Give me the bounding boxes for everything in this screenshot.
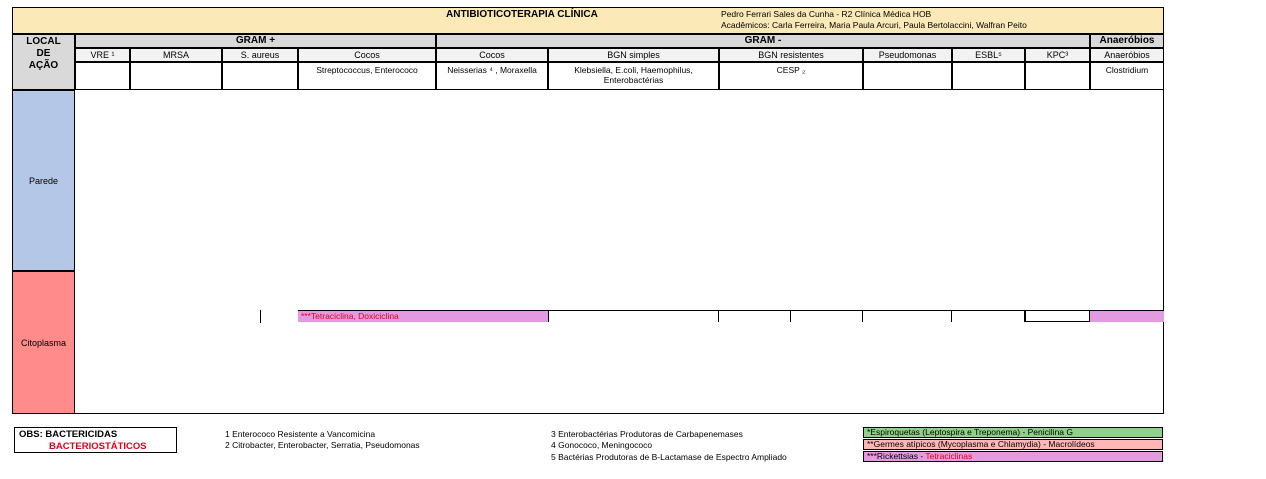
local-line2: DE (36, 48, 51, 59)
col-example-anaerobios[interactable]: Clostridium (1090, 62, 1164, 90)
col-header-cocos-neg[interactable]: Cocos (436, 48, 548, 62)
col-header-bgn-simples[interactable]: BGN simples (548, 48, 719, 62)
legend-rickettsias-prefix: ***Rickettsias - (867, 451, 926, 461)
col-example-bgn-simples[interactable]: Klebsiella, E.coli, Haemophilus, Enterob… (548, 62, 719, 90)
citoplasma-cell-kpc[interactable] (1025, 310, 1090, 322)
academics-line: Acadêmicos: Carla Ferreira, Maria Paula … (721, 20, 1027, 30)
col-example-esbl[interactable] (952, 62, 1025, 90)
citoplasma-cell-anaerobios[interactable] (1090, 310, 1164, 322)
title-band (12, 7, 1164, 34)
col-example-cocos-neg[interactable]: Neisserias ⁴ , Moraxella (436, 62, 548, 90)
local-de-acao-header[interactable]: LOCAL DE AÇÃO (12, 34, 75, 90)
group-gram-negative[interactable]: GRAM - (436, 34, 1090, 48)
footnote-3: 3 Enterobactérias Produtoras de Carbapen… (551, 429, 743, 439)
grid-tick (260, 310, 261, 323)
col-header-esbl[interactable]: ESBL⁵ (952, 48, 1025, 62)
citoplasma-cell-esbl[interactable] (952, 310, 1025, 322)
legend-germes-atipicos: **Germes atípicos (Mycoplasma e Chlamydi… (863, 439, 1163, 450)
col-example-kpc[interactable] (1025, 62, 1090, 90)
footnote-1: 1 Enterococo Resistente a Vancomicina (225, 429, 376, 439)
col-header-kpc[interactable]: KPC³ (1025, 48, 1090, 62)
col-header-bgn-resistentes[interactable]: BGN resistentes (719, 48, 863, 62)
col-example-cocos-pos[interactable]: Streptococcus, Enterococo (298, 62, 436, 90)
col-header-s-aureus[interactable]: S. aureus (222, 48, 298, 62)
col-header-cocos-pos[interactable]: Cocos (298, 48, 436, 62)
legend-rickettsias-suffix: Tetraciclinas (925, 451, 973, 461)
legend-espiroquetas: *Espiroquetas (Leptospira e Treponema) -… (863, 427, 1163, 438)
footnote-4: 4 Gonococo, Meningococo (551, 440, 653, 450)
group-anaerobios[interactable]: Anaeróbios (1090, 34, 1164, 48)
citoplasma-cell-bgn-simples[interactable] (548, 310, 719, 322)
tetraciclina-bar[interactable]: ***Tetraciclina, Doxiciclina (298, 310, 548, 322)
obs-legend-box: OBS: BACTERICIDAS BACTERIOSTÁTICOS (14, 427, 177, 453)
citoplasma-cell-bgn-res-a[interactable] (719, 310, 791, 322)
col-header-vre[interactable]: VRE ¹ (75, 48, 130, 62)
col-example-bgn-resistentes[interactable]: CESP ₂ (719, 62, 863, 90)
group-gram-positive[interactable]: GRAM + (75, 34, 436, 48)
legend-rickettsias: ***Rickettsias - Tetraciclinas (863, 451, 1163, 462)
col-header-mrsa[interactable]: MRSA (130, 48, 222, 62)
local-line1: LOCAL (26, 36, 61, 47)
obs-bacteriostaticos: BACTERIOSTÁTICOS (49, 441, 147, 452)
citoplasma-cell-bgn-res-b[interactable] (791, 310, 863, 322)
sheet-title: ANTIBIOTICOTERAPIA CLÍNICA (446, 9, 598, 20)
legend-germes-atipicos-text: **Germes atípicos (Mycoplasma e Chlamydi… (867, 439, 1095, 449)
row-label-parede[interactable]: Parede (12, 90, 75, 271)
col-example-s-aureus[interactable] (222, 62, 298, 90)
footnote-5: 5 Bactérias Produtoras de B-Lactamase de… (551, 452, 787, 462)
row-label-citoplasma[interactable]: Citoplasma (12, 271, 75, 414)
author-line: Pedro Ferrari Sales da Cunha - R2 Clínic… (721, 9, 932, 19)
footnote-2: 2 Citrobacter, Enterobacter, Serratia, P… (225, 440, 420, 450)
local-line3: AÇÃO (28, 60, 59, 71)
obs-bactericidas: OBS: BACTERICIDAS (19, 429, 118, 440)
citoplasma-label: Citoplasma (20, 337, 67, 348)
parede-label: Parede (28, 175, 59, 186)
col-example-vre[interactable] (75, 62, 130, 90)
citoplasma-cell-pseudomonas[interactable] (863, 310, 952, 322)
col-header-pseudomonas[interactable]: Pseudomonas (863, 48, 952, 62)
col-example-pseudomonas[interactable] (863, 62, 952, 90)
col-example-mrsa[interactable] (130, 62, 222, 90)
legend-espiroquetas-text: *Espiroquetas (Leptospira e Treponema) -… (867, 427, 1073, 437)
col-header-anaerobios[interactable]: Anaeróbios (1090, 48, 1164, 62)
